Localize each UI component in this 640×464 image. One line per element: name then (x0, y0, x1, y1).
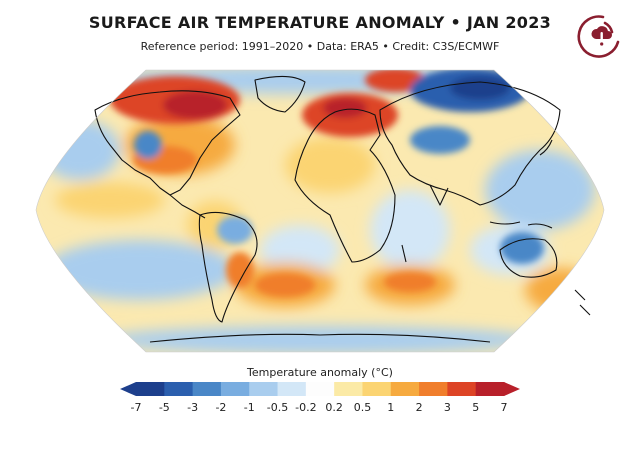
colorbar-bin (362, 382, 392, 396)
colorbar-tick-label: 3 (443, 401, 451, 414)
coastlines (94, 75, 591, 343)
page-subtitle: Reference period: 1991–2020 • Data: ERA5… (140, 40, 500, 53)
colorbar-tick-label: -0.2 (295, 401, 317, 414)
c3s-logo-icon (577, 15, 620, 58)
colorbar-title: Temperature anomaly (°C) (247, 366, 393, 379)
colorbar-tick-label: 0.2 (325, 401, 343, 414)
colorbar-bin (447, 382, 477, 396)
colorbar-tick-label: -7 (130, 401, 142, 414)
colorbar-over-arrow (504, 382, 520, 396)
colorbar-bin (192, 382, 222, 396)
colorbar-bin (305, 382, 335, 396)
colorbar-tick-label: -3 (187, 401, 199, 414)
colorbar-bin (249, 382, 279, 396)
colorbar-tick-label: 7 (500, 401, 508, 414)
colorbar-under-arrow (120, 382, 136, 396)
page-title: SURFACE AIR TEMPERATURE ANOMALY • JAN 20… (88, 13, 552, 32)
colorbar-tick-label: 5 (472, 401, 480, 414)
colorbar-bin (277, 382, 307, 396)
colorbar-tick-label: -0.5 (266, 401, 289, 414)
colorbar-bin (475, 382, 505, 396)
colorbar-bin (390, 382, 420, 396)
colorbar-bin (164, 382, 194, 396)
globe-outline (35, 69, 605, 353)
colorbar-bin (334, 382, 363, 396)
colorbar-bin (419, 382, 448, 396)
colorbar-tick-label: -2 (215, 401, 227, 414)
colorbar-tick-label: 0.5 (353, 401, 372, 414)
colorbar-tick-labels: -7 -5 -3 -2 -1 -0.5 -0.2 0.2 0.5 1 2 3 5 7 (0, 401, 640, 417)
colorbar (120, 382, 520, 396)
colorbar-bin (220, 382, 250, 396)
colorbar-tick-label: -1 (243, 401, 255, 414)
colorbar-tick-label: 2 (415, 401, 423, 414)
colorbar-tick-label: 1 (387, 401, 395, 414)
anomaly-field (36, 70, 604, 352)
colorbar-bin (136, 382, 165, 396)
colorbar-tick-label: -5 (158, 401, 170, 414)
